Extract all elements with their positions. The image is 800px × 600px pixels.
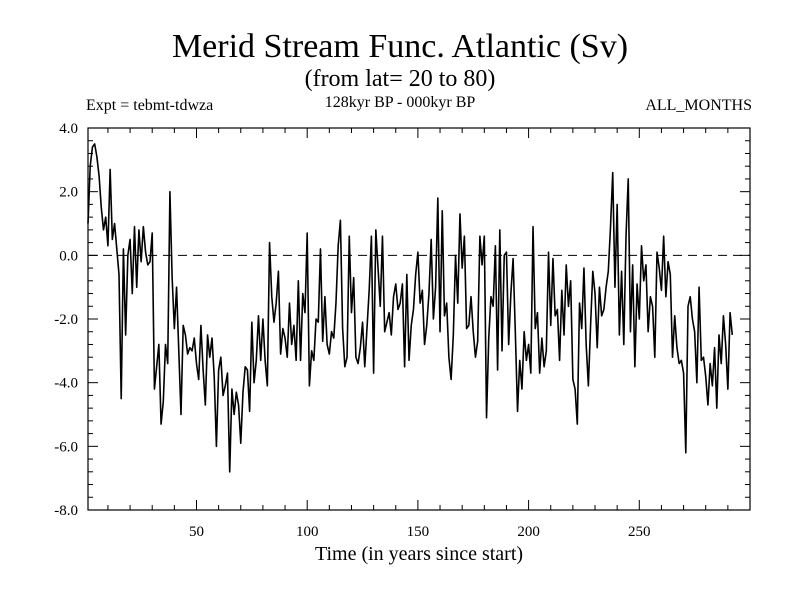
x-tick-label: 250: [628, 524, 651, 540]
period-label: 128kyr BP - 000kyr BP: [324, 94, 476, 111]
x-tick-label: 100: [296, 524, 319, 540]
series-line: [87, 143, 734, 473]
y-tick-label: -4.0: [54, 376, 78, 392]
x-axis-title: Time (in years since start): [315, 543, 523, 565]
x-tick-label: 200: [517, 524, 540, 540]
months-label: ALL_MONTHS: [645, 97, 752, 114]
plot-frame: [87, 127, 751, 511]
y-tick-label: 2.0: [59, 185, 78, 201]
chart-title: Merid Stream Func. Atlantic (Sv): [171, 28, 629, 65]
y-tick-label: -6.0: [54, 439, 78, 455]
x-tick-label: 150: [407, 524, 430, 540]
axis-ticks: [88, 127, 751, 511]
axis-tick-labels: 50 100 150 200 250 -8.0 -6.0 -4.0 -2.0 0.0 2.0 4.0: [54, 121, 650, 540]
experiment-label: Expt = tebmt-tdwza: [86, 97, 214, 114]
x-tick-label: 50: [189, 524, 204, 540]
y-tick-label: 0.0: [59, 248, 78, 264]
y-tick-label: -8.0: [54, 503, 78, 519]
y-tick-label: -2.0: [54, 312, 78, 328]
chart-subtitle: (from lat= 20 to 80): [304, 66, 496, 92]
y-tick-label: 4.0: [59, 121, 78, 137]
